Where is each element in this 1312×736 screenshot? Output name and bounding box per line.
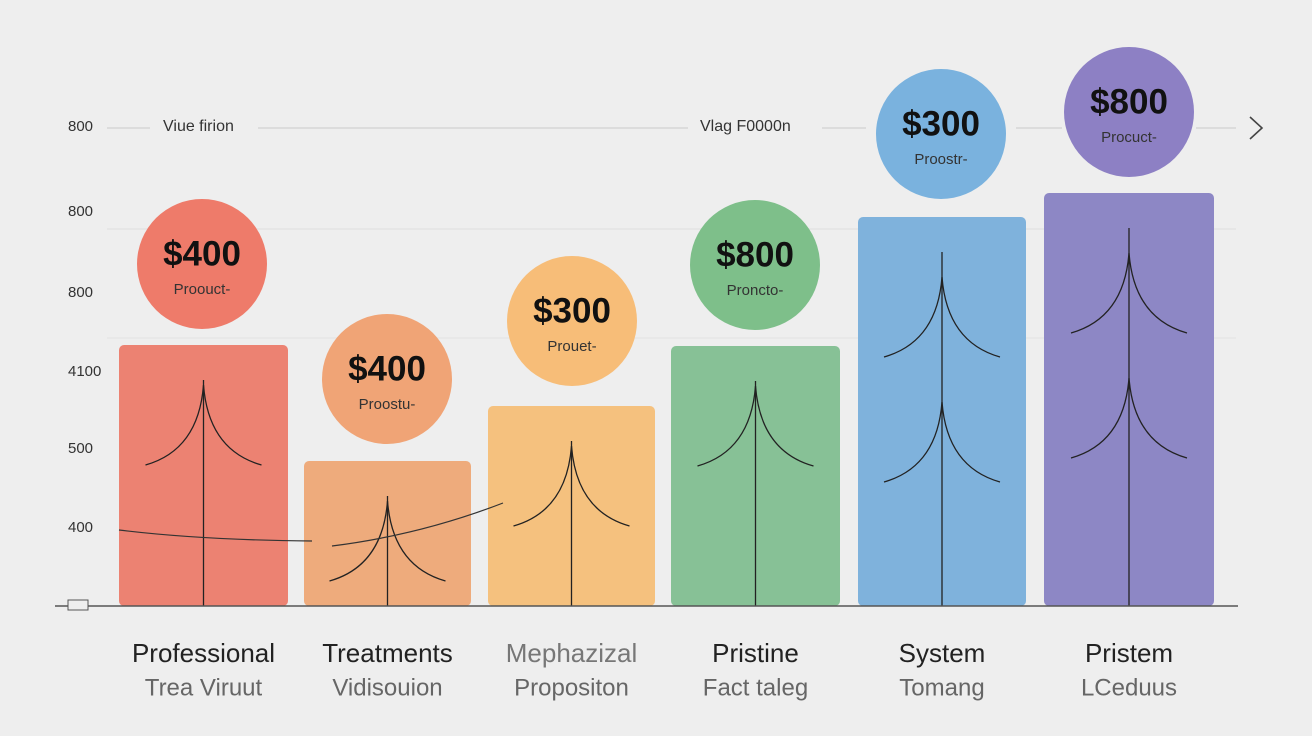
item-name: Professional — [132, 638, 275, 668]
axis-label: 4100 — [68, 363, 101, 380]
price-caption: Prouet- — [547, 338, 596, 355]
price-badge — [690, 200, 820, 330]
bar-curve — [1070, 252, 1188, 334]
bar-curve — [697, 385, 814, 467]
bars: $400 Proouct- Professional Trea Viruut $400 P… — [118, 47, 1214, 701]
header-label: Viue firion — [163, 118, 234, 135]
axis-label: 500 — [68, 440, 93, 457]
price: $300 — [533, 291, 611, 330]
price: $400 — [348, 349, 426, 388]
axis-marker — [67, 599, 89, 611]
price: $400 — [163, 234, 241, 273]
price-caption: Proostu- — [359, 396, 416, 413]
item-name: Mephazizal — [506, 638, 638, 668]
header-label: Vlag F0000n — [700, 118, 791, 135]
axis-label: 800 — [68, 284, 93, 301]
bar-curve — [1070, 377, 1188, 459]
price: $300 — [902, 104, 980, 143]
item-sub: LCeduus — [1081, 674, 1177, 701]
axis-label: 800 — [68, 203, 93, 220]
item-sub: Trea Viruut — [145, 674, 263, 701]
price-badge — [322, 314, 452, 444]
price-badge — [1064, 47, 1194, 177]
price-caption: Procuct- — [1101, 129, 1157, 146]
item-sub: Vidisouion — [332, 674, 442, 701]
trend-line — [331, 502, 504, 547]
arrow — [1249, 116, 1264, 140]
item-name: Treatments — [322, 638, 453, 668]
bar-curve — [145, 384, 262, 466]
item-sub: Propositon — [514, 674, 629, 701]
item-sub: Fact taleg — [703, 674, 808, 701]
price-badge — [507, 256, 637, 386]
price-caption: Proncto- — [727, 282, 784, 299]
price: $800 — [716, 235, 794, 274]
price-badge — [876, 69, 1006, 199]
bar-curve — [513, 445, 630, 527]
item-name: Pristem — [1085, 638, 1173, 668]
axis-label: 800 — [68, 118, 93, 135]
price: $800 — [1090, 82, 1168, 121]
item-name: System — [899, 638, 986, 668]
price-badge — [137, 199, 267, 329]
axis-label: 400 — [68, 519, 93, 536]
item-sub: Tomang — [899, 674, 984, 701]
item-name: Pristine — [712, 638, 799, 668]
trend-line — [118, 529, 313, 542]
bar-curve — [329, 500, 446, 582]
price-caption: Proouct- — [174, 281, 231, 298]
price-caption: Proostr- — [914, 151, 967, 168]
bar-curve — [883, 276, 1001, 358]
bar-curve — [883, 401, 1001, 483]
